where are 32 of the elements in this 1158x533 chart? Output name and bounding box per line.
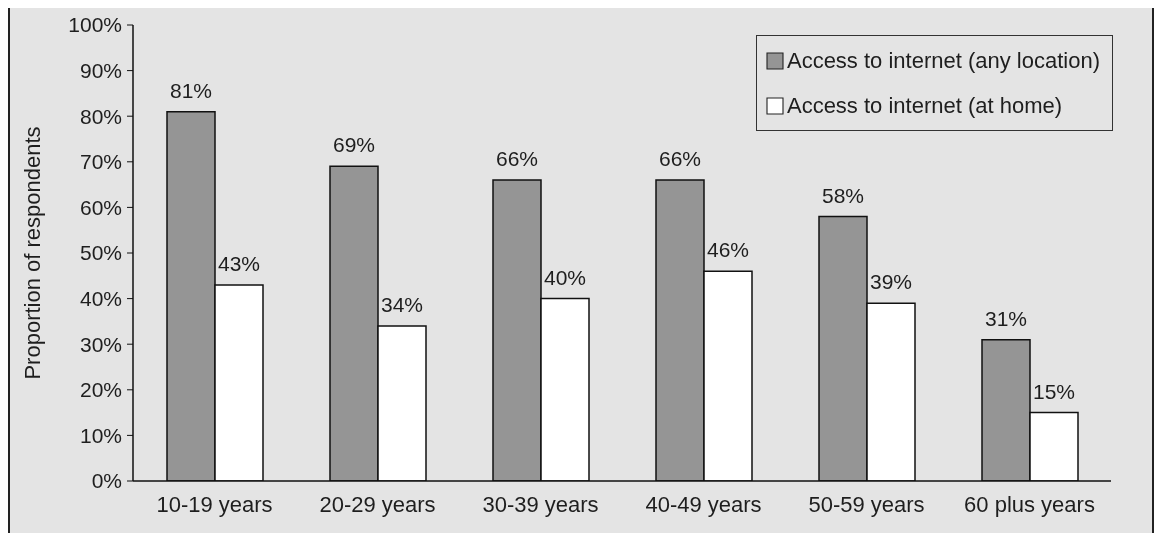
y-tick-label: 60%	[79, 195, 122, 219]
y-tick-label: 40%	[79, 287, 122, 311]
data-label: 46%	[706, 238, 750, 262]
y-tick-label: 90%	[79, 59, 122, 83]
y-tick-label: 30%	[79, 332, 122, 356]
data-label: 81%	[169, 78, 213, 102]
data-label: 34%	[380, 292, 424, 316]
y-tick-label: 20%	[79, 378, 122, 402]
data-label: 69%	[332, 133, 376, 157]
data-label: 66%	[658, 147, 702, 171]
x-tick-label: 50-59 years	[808, 491, 925, 517]
legend-label: Access to internet (any location)	[786, 47, 1100, 73]
data-label: 31%	[984, 306, 1028, 330]
y-tick-label: 80%	[79, 104, 122, 128]
data-label: 43%	[217, 251, 261, 275]
y-tick-label: 50%	[79, 241, 122, 265]
data-label: 15%	[1032, 379, 1076, 403]
y-axis-title: Proportion of respondents	[19, 126, 45, 380]
data-label: 66%	[495, 147, 539, 171]
data-label: 40%	[543, 265, 587, 289]
y-tick-label: 100%	[68, 13, 122, 37]
x-tick-label: 30-39 years	[482, 491, 599, 517]
data-label: 39%	[869, 270, 913, 294]
y-tick-label: 0%	[91, 469, 122, 493]
y-tick-label: 10%	[79, 423, 122, 447]
y-tick-label: 70%	[79, 150, 122, 174]
x-tick-label: 60 plus years	[964, 491, 1095, 517]
x-tick-label: 20-29 years	[319, 491, 436, 517]
x-tick-label: 40-49 years	[645, 491, 762, 517]
legend-label: Access to internet (at home)	[786, 92, 1063, 118]
x-tick-label: 10-19 years	[156, 491, 273, 517]
data-label: 58%	[821, 183, 865, 207]
